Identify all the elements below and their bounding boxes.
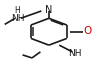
Text: O: O — [83, 25, 92, 36]
Text: NH: NH — [11, 14, 24, 23]
Text: N: N — [45, 5, 53, 15]
Text: H: H — [14, 6, 20, 15]
Text: NH: NH — [68, 49, 81, 58]
